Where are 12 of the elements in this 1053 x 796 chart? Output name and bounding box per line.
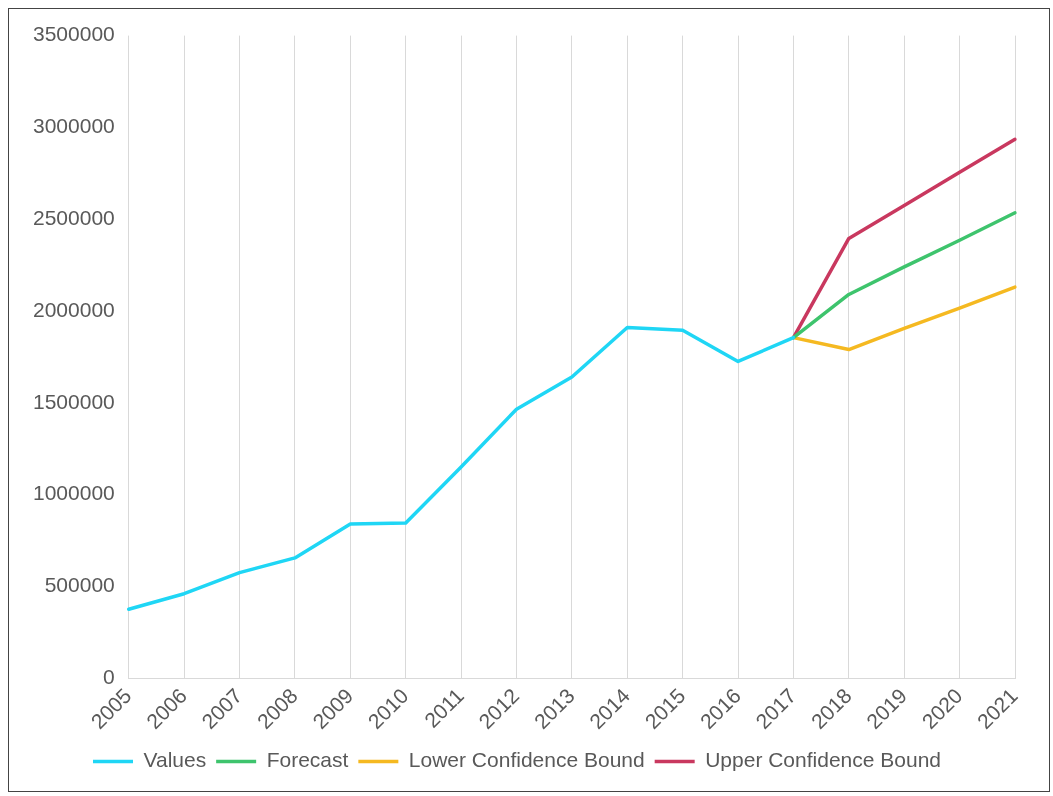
y-tick-label: 1000000 [32, 481, 115, 505]
y-tick-label: 3500000 [32, 22, 115, 46]
legend-label: Lower Confidence Bound [408, 748, 645, 772]
y-tick-label: 500000 [44, 573, 115, 597]
y-tick-label: 1500000 [32, 389, 115, 413]
y-tick-label: 0 [103, 664, 115, 688]
legend-label: Values [143, 748, 207, 772]
legend-label: Upper Confidence Bound [705, 748, 942, 772]
y-tick-label: 3000000 [32, 114, 115, 138]
legend-label: Forecast [266, 748, 349, 772]
y-tick-label: 2500000 [32, 205, 115, 229]
y-tick-label: 2000000 [32, 297, 115, 321]
